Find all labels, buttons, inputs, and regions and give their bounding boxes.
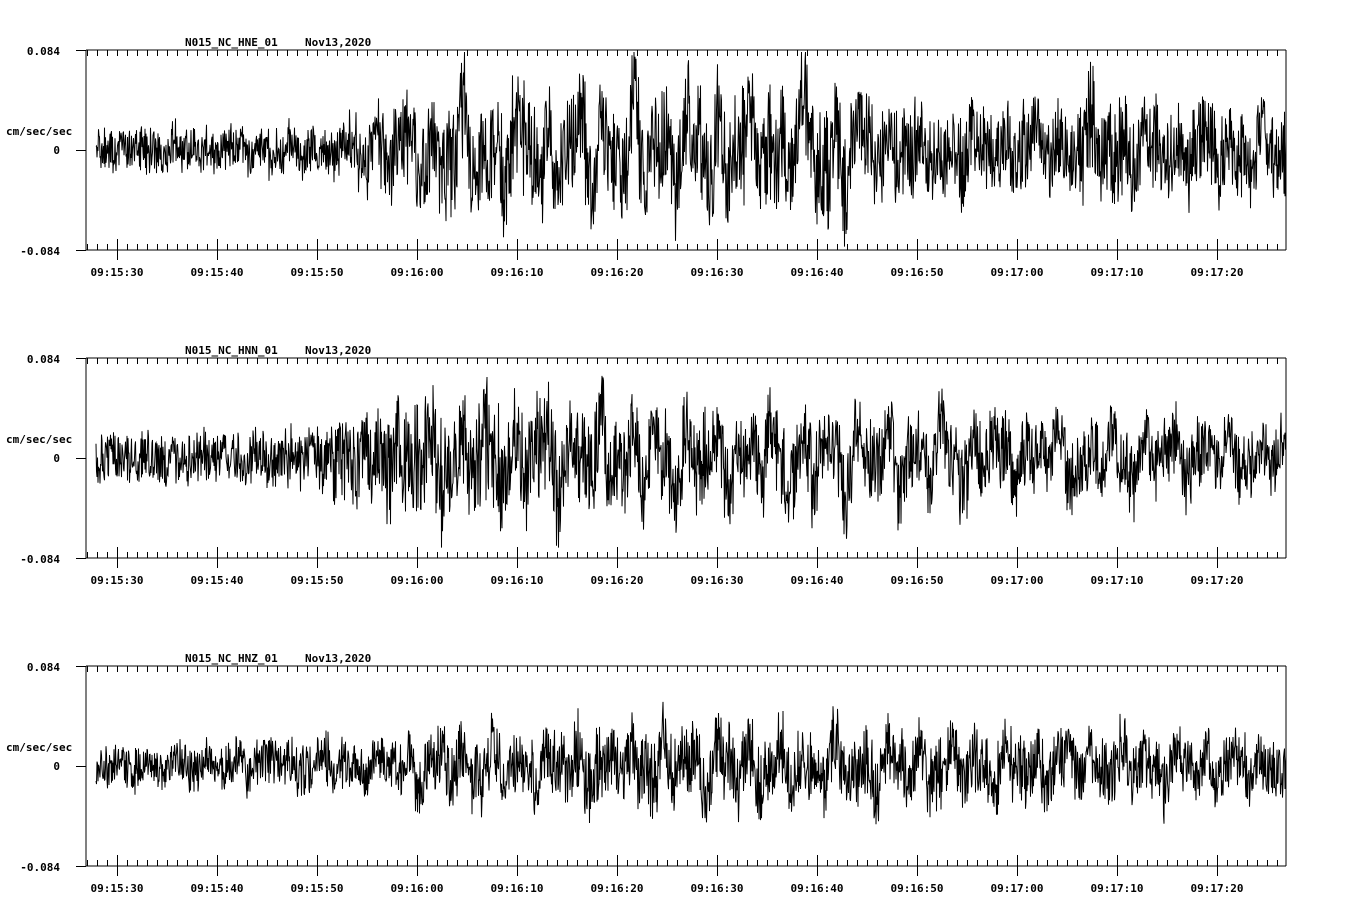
x-tick-label: 09:17:20 [1191, 266, 1244, 279]
y-max-label: 0.084 [27, 661, 60, 674]
y-min-label: -0.084 [20, 861, 60, 874]
x-tick-label: 09:15:30 [91, 574, 144, 587]
seismogram-panel-1: N015_NC_HNE_01 Nov13,2020 0.084 0 -0.084 cm/s… [6, 36, 1287, 279]
x-tick-label: 09:16:50 [891, 882, 944, 895]
x-tick-label: 09:15:40 [191, 266, 244, 279]
x-tick-label: 09:16:00 [391, 266, 444, 279]
x-tick-label: 09:16:00 [391, 882, 444, 895]
x-tick-label: 09:16:00 [391, 574, 444, 587]
x-tick-label: 09:15:30 [91, 882, 144, 895]
x-tick-label: 09:16:30 [691, 266, 744, 279]
date-label: Nov13,2020 [305, 652, 371, 665]
x-tick-label: 09:16:40 [791, 882, 844, 895]
x-tick-label: 09:16:40 [791, 574, 844, 587]
date-label: Nov13,2020 [305, 36, 371, 49]
y-unit-label: cm/sec/sec [6, 741, 72, 754]
date-label: Nov13,2020 [305, 344, 371, 357]
station-label: N015_NC_HNE_01 [185, 36, 278, 49]
x-tick-label: 09:15:50 [291, 574, 344, 587]
station-label: N015_NC_HNZ_01 [185, 652, 278, 665]
x-tick-label: 09:16:20 [591, 574, 644, 587]
waveform-trace [95, 701, 1287, 825]
x-tick-label: 09:17:00 [991, 266, 1044, 279]
y-zero-label: 0 [53, 760, 60, 773]
x-tick-label: 09:16:10 [491, 574, 544, 587]
seismogram-panel-2: N015_NC_HNN_01 Nov13,2020 0.084 0 -0.084 cm/s… [6, 344, 1287, 587]
x-tick-label: 09:17:00 [991, 574, 1044, 587]
x-tick-label: 09:16:40 [791, 266, 844, 279]
y-unit-label: cm/sec/sec [6, 125, 72, 138]
x-tick-label: 09:15:40 [191, 882, 244, 895]
x-tick-label: 09:17:10 [1091, 882, 1144, 895]
x-tick-label: 09:16:20 [591, 882, 644, 895]
waveform-trace [95, 51, 1287, 247]
x-tick-label: 09:15:30 [91, 266, 144, 279]
y-zero-label: 0 [53, 144, 60, 157]
y-max-label: 0.084 [27, 353, 60, 366]
x-tick-label: 09:16:10 [491, 882, 544, 895]
x-tick-label: 09:17:10 [1091, 266, 1144, 279]
seismogram-panel-3: N015_NC_HNZ_01 Nov13,2020 0.084 0 -0.084 cm/s… [6, 652, 1287, 895]
station-label: N015_NC_HNN_01 [185, 344, 278, 357]
y-max-label: 0.084 [27, 45, 60, 58]
x-tick-label: 09:15:40 [191, 574, 244, 587]
waveform-trace [95, 375, 1287, 548]
x-tick-label: 09:16:50 [891, 266, 944, 279]
x-tick-label: 09:16:10 [491, 266, 544, 279]
x-tick-label: 09:15:50 [291, 882, 344, 895]
x-tick-label: 09:16:20 [591, 266, 644, 279]
x-tick-label: 09:16:50 [891, 574, 944, 587]
y-zero-label: 0 [53, 452, 60, 465]
y-min-label: -0.084 [20, 245, 60, 258]
x-tick-label: 09:16:30 [691, 574, 744, 587]
x-tick-label: 09:17:10 [1091, 574, 1144, 587]
x-tick-label: 09:17:00 [991, 882, 1044, 895]
x-tick-label: 09:15:50 [291, 266, 344, 279]
y-min-label: -0.084 [20, 553, 60, 566]
x-tick-label: 09:16:30 [691, 882, 744, 895]
x-tick-label: 09:17:20 [1191, 882, 1244, 895]
y-unit-label: cm/sec/sec [6, 433, 72, 446]
x-tick-label: 09:17:20 [1191, 574, 1244, 587]
